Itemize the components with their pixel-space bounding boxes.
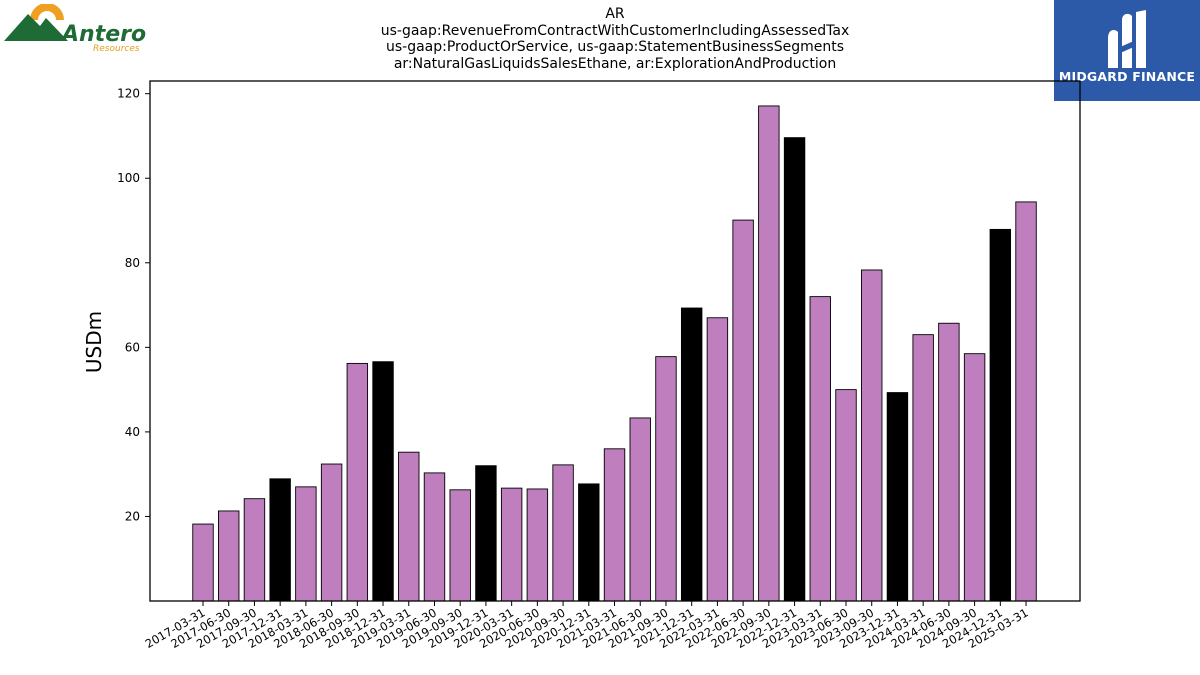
bar-2017-09-30 bbox=[243, 498, 266, 602]
bar-2019-03-31 bbox=[398, 451, 420, 602]
chart-title-line-4: ar:NaturalGasLiquidsSalesEthane, ar:Expl… bbox=[393, 55, 837, 72]
y-tick-label-40: 40 bbox=[125, 425, 140, 439]
y-axis: 20 40 60 80 100 120 bbox=[117, 87, 150, 523]
bar-2021-03-31 bbox=[603, 448, 626, 602]
bar-2017-12-31 bbox=[269, 478, 291, 602]
bar-2024-06-30 bbox=[938, 322, 960, 602]
antero-resources-logo: Antero Resources bbox=[4, 4, 146, 54]
y-axis-label: USDm bbox=[82, 311, 106, 373]
bar-2021-09-30 bbox=[655, 356, 677, 602]
logo-sun-icon bbox=[30, 4, 64, 20]
chart-title-line-1: AR bbox=[605, 6, 625, 22]
bar-2017-06-30 bbox=[218, 510, 240, 602]
chart-title-line-2: us-gaap:RevenueFromContractWithCustomerI… bbox=[380, 22, 850, 39]
bar-2018-12-31 bbox=[372, 361, 394, 602]
bar-2022-03-31 bbox=[706, 317, 729, 602]
bar-2023-12-31 bbox=[886, 392, 909, 602]
logo-sub-text: Resources bbox=[93, 44, 140, 54]
bar-2018-06-30 bbox=[320, 463, 343, 602]
bar-2024-03-31 bbox=[912, 334, 934, 602]
midgard-brand-text: MIDGARD FINANCE bbox=[1058, 69, 1196, 84]
midgard-finance-logo: MIDGARD FINANCE bbox=[1054, 0, 1200, 101]
bar-2019-12-31 bbox=[475, 465, 497, 602]
bar-2020-06-30 bbox=[526, 488, 549, 602]
bar-2021-06-30 bbox=[629, 417, 651, 602]
bar-2022-09-30 bbox=[758, 105, 780, 602]
y-tick-label-120: 120 bbox=[117, 87, 140, 101]
bar-2024-09-30 bbox=[963, 353, 986, 602]
bar-2019-09-30 bbox=[449, 489, 471, 602]
logo-mountain-icon bbox=[4, 14, 68, 41]
bar-2024-12-31 bbox=[989, 228, 1012, 602]
plot-frame bbox=[149, 80, 1081, 602]
bar-2025-03-31 bbox=[1015, 201, 1037, 602]
bar-2023-03-31 bbox=[809, 296, 831, 602]
bar-2023-09-30 bbox=[861, 269, 883, 602]
bar-2017-03-31 bbox=[192, 523, 214, 602]
bar-2023-06-30 bbox=[835, 389, 857, 602]
chart-title-line-3: us-gaap:ProductOrService, us-gaap:Statem… bbox=[385, 39, 844, 55]
y-tick-label-80: 80 bbox=[125, 256, 140, 270]
bar-2021-12-31 bbox=[680, 307, 703, 602]
bar-series bbox=[192, 105, 1037, 602]
bar-2020-03-31 bbox=[500, 487, 523, 602]
bar-2022-06-30 bbox=[732, 219, 754, 602]
midgard-emblem-icon bbox=[1108, 10, 1146, 68]
bar-2018-09-30 bbox=[346, 362, 369, 602]
bar-2020-12-31 bbox=[578, 483, 600, 602]
chart-title: AR us-gaap:RevenueFromContractWithCustom… bbox=[150, 6, 1080, 72]
bar-2020-09-30 bbox=[552, 464, 574, 602]
y-tick-label-20: 20 bbox=[125, 509, 140, 523]
logo-brand-text: Antero bbox=[60, 22, 146, 47]
y-tick-label-100: 100 bbox=[117, 171, 140, 185]
y-tick-label-60: 60 bbox=[125, 340, 140, 354]
bar-2018-03-31 bbox=[295, 486, 317, 602]
bar-2019-06-30 bbox=[423, 472, 446, 602]
bar-2022-12-31 bbox=[783, 137, 806, 602]
x-axis: 2017-03-312017-06-302017-09-302017-12-31… bbox=[143, 601, 1031, 651]
